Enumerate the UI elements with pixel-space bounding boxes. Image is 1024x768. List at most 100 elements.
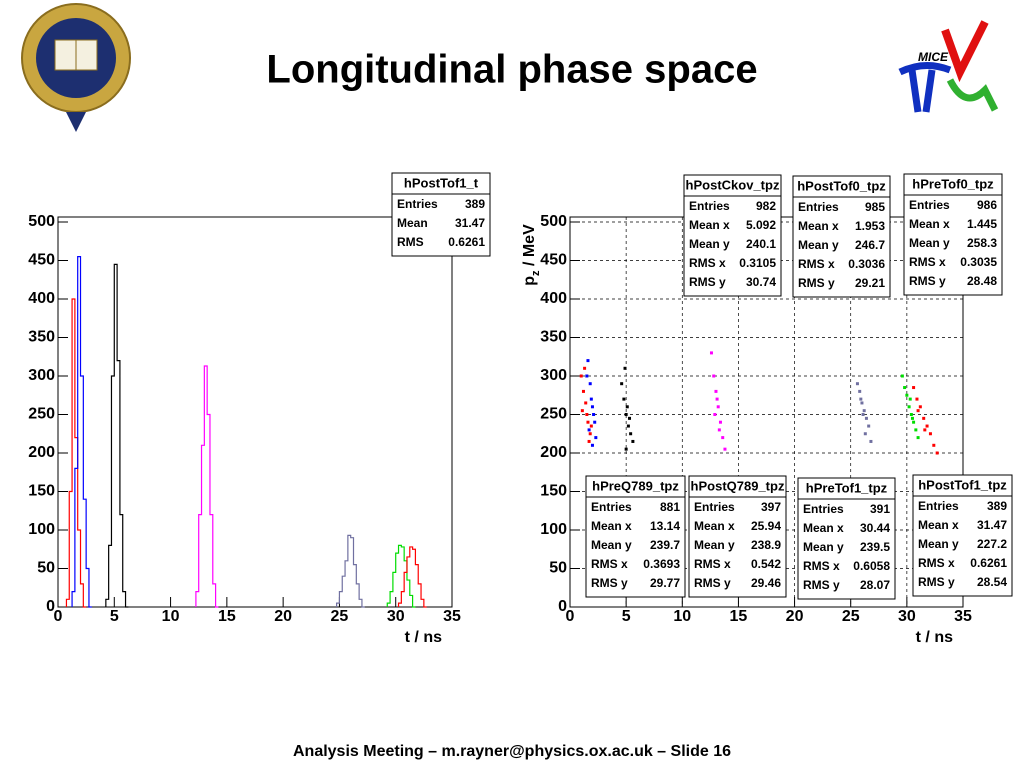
x-axis-label: t / ns [405,629,442,646]
scatter-point [590,405,594,409]
scatter-point [867,424,871,428]
stat-box-title: hPostCkov_tpz [686,177,780,192]
scatter-point [586,359,590,363]
scatter-point [858,389,862,393]
scatter-point [623,366,627,370]
scatter-point [625,405,629,409]
logo-pi [898,62,952,113]
x-axis-label: t / ns [916,629,953,646]
stat-value: 1.445 [967,217,997,231]
stat-label: RMS x [591,557,628,571]
scatter-point [925,424,929,428]
stat-label: Mean y [689,237,730,251]
stat-label: RMS x [798,257,835,271]
stat-box [391,172,491,257]
y-tick-label: 150 [28,483,55,500]
stat-box-title: hPreTof1_tpz [806,480,888,495]
stat-label: RMS y [798,276,835,290]
stat-value: 0.6261 [448,235,485,249]
scatter-point [620,382,624,386]
stat-value: 31.47 [455,216,485,230]
scatter-point [717,428,721,432]
scatter-point [718,420,722,424]
stat-label: RMS y [689,275,726,289]
scatter-point [928,432,932,436]
stat-value: 5.092 [746,218,776,232]
scatter-point [716,405,720,409]
stat-label: Entries [918,499,959,513]
scatter-point [626,424,630,428]
scatter-point [908,397,912,401]
stat-value: 30.44 [860,521,890,535]
x-tick-label: 15 [730,608,748,625]
y-tick-label: 250 [540,406,567,423]
stat-label: RMS x [918,556,955,570]
stat-label: RMS y [803,578,840,592]
x-tick-label: 0 [566,608,575,625]
x-tick-label: 0 [54,608,63,625]
scatter-point [590,443,594,447]
scatter-point [587,439,591,443]
histogram-line [195,365,219,608]
histogram-line [71,256,92,608]
histogram-line [65,298,87,608]
histogram-line [336,534,365,608]
oxford-logo [21,3,131,132]
x-tick-label: 5 [622,608,631,625]
crest-tail [66,112,86,132]
scatter-point [714,389,718,393]
scatter-point [624,413,628,416]
stat-label: Entries [397,197,438,211]
stat-value: 0.542 [751,557,781,571]
stat-label: Entries [909,198,950,212]
scatter-point [923,428,927,432]
histogram-line [397,546,427,608]
scatter-point [592,413,596,416]
y-tick-label: 150 [540,483,567,500]
stat-label: Mean y [591,538,632,552]
stat-label: Mean y [694,538,735,552]
stat-value: 0.6261 [970,556,1007,570]
scatter-point [860,401,864,405]
stat-label: RMS x [909,255,946,269]
scatter-point [723,447,727,451]
stat-value: 389 [465,197,485,211]
scatter-point [912,386,916,390]
scatter-point [922,416,926,420]
stat-value: 13.14 [650,519,680,533]
stat-label: Entries [803,502,844,516]
y-tick-label: 300 [28,367,55,384]
y-tick-label: 400 [28,290,55,307]
stat-label: Entries [591,500,632,514]
scatter-point [869,439,873,443]
scatter-point [629,432,633,436]
y-axis-label: pz / MeV [521,224,542,286]
y-axis-label-part: z [530,270,542,276]
stat-value: 28.48 [967,274,997,288]
stat-label: Mean y [803,540,844,554]
scatter-point [861,413,865,416]
stat-value: 258.3 [967,236,997,250]
scatter-point [709,351,713,355]
y-tick-label: 100 [28,521,55,538]
stat-value: 30.74 [746,275,776,289]
stat-label: RMS y [909,274,946,288]
x-tick-label: 10 [673,608,691,625]
stat-label: Mean y [909,236,950,250]
stat-label: Mean x [918,518,959,532]
x-tick-label: 15 [218,608,236,625]
scatter-point [715,397,719,401]
x-tick-label: 35 [443,608,461,625]
stat-box [792,175,891,298]
stat-label: Mean [397,216,428,230]
stat-label: Mean x [909,217,950,231]
logo-nu [941,20,989,83]
y-tick-label: 100 [540,521,567,538]
stat-value: 391 [870,502,890,516]
x-tick-label: 5 [110,608,119,625]
stat-value: 28.07 [860,578,890,592]
stat-value: 0.3693 [643,557,680,571]
y-tick-label: 450 [540,252,567,269]
scatter-point [588,382,592,386]
stat-box-title: hPostTof1_tpz [918,477,1007,492]
